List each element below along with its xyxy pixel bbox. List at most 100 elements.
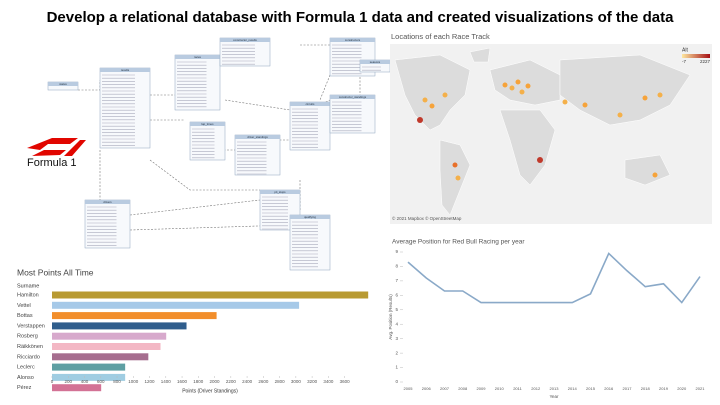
node-label: races	[194, 55, 201, 59]
x-tick-label: 0	[51, 379, 54, 384]
x-axis-label: Year	[549, 394, 559, 399]
x-tick-label: 400	[81, 379, 89, 384]
y-tick-label: 2	[395, 350, 398, 355]
node-box	[174, 54, 221, 111]
category-label: Alonso	[17, 375, 34, 381]
x-tick-label: 2020	[677, 386, 687, 391]
map-credit: © 2021 Mapbox © OpenStreetMap	[392, 215, 462, 221]
bar	[52, 343, 161, 350]
bar	[52, 384, 102, 392]
x-tick-label: 2400	[242, 379, 253, 384]
x-tick-label: 3000	[291, 379, 302, 384]
node-box	[289, 214, 331, 271]
line-series	[407, 252, 701, 304]
x-tick-label: 2000	[210, 379, 221, 384]
category-label: Pérez	[17, 385, 32, 391]
node-box	[219, 37, 271, 67]
category-label: Hamilton	[17, 292, 39, 298]
node-header	[190, 122, 225, 126]
table-node: drivers	[84, 199, 131, 249]
x-tick-label: 200	[64, 379, 72, 384]
legend-max: 2227	[700, 59, 711, 64]
category-label: Rosberg	[17, 334, 38, 340]
node-header	[330, 38, 375, 42]
node-label: lap_times	[202, 122, 215, 126]
node-header	[290, 102, 330, 106]
x-tick-label: 2005	[404, 386, 414, 391]
x-tick-label: 2013	[550, 386, 560, 391]
x-tick-label: 2009	[477, 386, 487, 391]
category-label: Verstappen	[17, 323, 45, 329]
table-node: constructor_standings	[329, 94, 376, 134]
category-label: Vettel	[17, 303, 31, 309]
x-tick-label: 2018	[641, 386, 651, 391]
x-tick-label: 1000	[128, 379, 139, 384]
category-header: Surname	[17, 283, 39, 289]
bar	[52, 312, 217, 320]
x-tick-label: 800	[113, 379, 121, 384]
table-node: qualifying	[289, 214, 331, 271]
bar	[52, 322, 187, 330]
category-label: Bottas	[17, 313, 33, 319]
logo-text: Formula 1	[27, 157, 77, 169]
y-tick-label: 8	[395, 264, 398, 269]
node-box	[189, 121, 226, 161]
node-header	[220, 38, 270, 42]
table-node: constructor_results	[219, 37, 271, 67]
bar	[52, 353, 149, 361]
x-tick-label: 2021	[696, 386, 706, 391]
slide-title: Develop a relational database with Formu…	[47, 9, 674, 26]
x-tick-label: 600	[97, 379, 105, 384]
bar	[52, 291, 369, 299]
bar	[52, 301, 300, 309]
node-header	[290, 215, 330, 219]
node-header	[235, 135, 280, 139]
node-label: qualifying	[304, 215, 316, 219]
legend-min: -7	[682, 59, 686, 64]
category-label: Räikkönen	[17, 344, 43, 350]
node-label: constructors	[345, 38, 361, 42]
x-tick-label: 2014	[568, 386, 578, 391]
y-tick-label: 9	[395, 249, 398, 254]
node-label: pit_stops	[274, 190, 286, 194]
y-tick-label: 6	[395, 293, 398, 298]
map-points	[417, 79, 663, 181]
bar	[52, 363, 126, 371]
table-node: results	[99, 67, 151, 149]
y-axis-label: Avg. Position (Results)	[388, 294, 393, 340]
x-tick-label: 1200	[145, 379, 156, 384]
x-tick-label: 2012	[531, 386, 541, 391]
node-header	[330, 95, 375, 99]
node-label: seasons	[370, 60, 381, 64]
x-tick-label: 2800	[275, 379, 286, 384]
bar	[52, 373, 126, 381]
y-tick-label: 0	[395, 379, 398, 384]
table-node: driver_standings	[234, 134, 281, 176]
node-label: constructor_results	[233, 38, 257, 42]
node-label: driver_standings	[247, 135, 268, 139]
node-header	[100, 68, 150, 72]
node-box	[84, 199, 131, 249]
category-label: Leclerc	[17, 365, 35, 371]
node-header	[48, 82, 78, 86]
node-label: circuits	[306, 102, 315, 106]
table-node: races	[174, 54, 221, 111]
map-title: Locations of each Race Track	[391, 32, 490, 41]
y-tick-label: 4	[395, 321, 398, 326]
legend-title: Alt	[682, 47, 688, 53]
x-tick-label: 3200	[307, 379, 318, 384]
x-tick-label: 2016	[604, 386, 614, 391]
y-tick-label: 7	[395, 278, 398, 283]
map-land	[394, 47, 691, 216]
table-node: circuits	[289, 101, 331, 151]
node-header	[260, 190, 300, 194]
x-tick-label: 3600	[340, 379, 351, 384]
y-tick-label: 1	[395, 365, 398, 370]
x-tick-label: 2010	[495, 386, 505, 391]
node-header	[85, 200, 130, 204]
legend-ramp	[682, 54, 710, 58]
x-tick-label: 2200	[226, 379, 237, 384]
table-node: lap_times	[189, 121, 226, 161]
